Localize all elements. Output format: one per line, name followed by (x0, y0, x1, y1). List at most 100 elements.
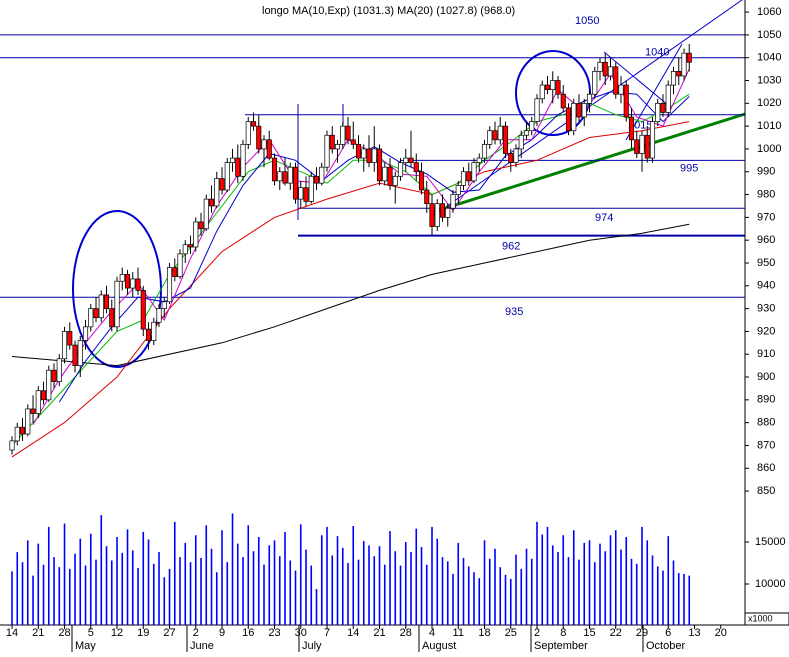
level-label: 1040 (645, 47, 669, 59)
y-tick-label: 1000 (757, 143, 781, 155)
month-label: July (302, 640, 322, 652)
candle-body (51, 369, 57, 382)
candle-body (576, 102, 582, 118)
candle-body (277, 171, 283, 182)
x-tick-label: 25 (505, 627, 517, 639)
candle-body (25, 408, 31, 435)
y-tick-label: 950 (757, 257, 775, 269)
candle-body (235, 157, 241, 177)
candle-body (198, 221, 204, 230)
candle-body (439, 203, 446, 218)
month-label: September (534, 640, 588, 652)
candle-body (224, 162, 230, 191)
candle-body (250, 121, 257, 127)
candle-body (476, 157, 482, 163)
candle-body (61, 331, 68, 360)
candle-body (492, 130, 498, 141)
candle-body (471, 162, 477, 182)
y-tick-label: 850 (757, 485, 775, 497)
y-tick-label: 900 (757, 371, 775, 383)
candle-body (455, 185, 461, 195)
level-label: 1015 (628, 120, 652, 132)
candle-body (413, 162, 419, 173)
candle-body (140, 290, 146, 330)
x-tick-label: 28 (58, 627, 70, 639)
candle-body (103, 294, 110, 309)
candle-body (229, 157, 236, 163)
candle-body (565, 107, 572, 132)
candle-body (245, 121, 251, 145)
trend-line (603, 51, 669, 106)
candle-body (298, 187, 304, 200)
y-tick-label: 860 (757, 462, 775, 474)
candle-body (182, 244, 188, 255)
x-tick-label: 20 (715, 627, 727, 639)
month-label: May (75, 640, 96, 652)
candle-body (88, 308, 94, 328)
candle-body (550, 80, 556, 90)
candle-body (592, 71, 598, 95)
moving-average (11, 223, 690, 367)
y-tick-label: 940 (757, 280, 775, 292)
candle-body (203, 198, 209, 230)
candle-body (151, 321, 157, 341)
x-tick-label: 15 (583, 627, 595, 639)
candle-body (665, 84, 671, 113)
candle-body (534, 98, 540, 122)
moving-average (11, 93, 690, 446)
x-tick-label: 2 (193, 627, 199, 639)
y-tick-label: 980 (757, 188, 775, 200)
candle-body (219, 178, 225, 191)
candle-body (350, 139, 356, 145)
volume-tick-label: 10000 (755, 578, 786, 590)
candle-body (529, 121, 535, 132)
candle-body (445, 207, 451, 218)
candle-body (366, 148, 372, 163)
candle-body (644, 134, 650, 159)
y-tick-label: 1040 (757, 52, 781, 64)
candle-body (555, 80, 561, 95)
indicator-legend: MA(10,Exp) (1031.3) MA(20) (1027.8) (968… (292, 5, 515, 17)
candle-body (9, 440, 15, 451)
x-tick-label: 23 (268, 627, 280, 639)
candle-body (177, 253, 183, 278)
candle-body (303, 187, 309, 202)
candle-body (135, 278, 141, 291)
x-tick-label: 21 (373, 627, 385, 639)
y-tick-label: 930 (757, 303, 775, 315)
x-tick-label: 14 (347, 627, 359, 639)
candle-body (481, 144, 488, 159)
candle-body (502, 125, 509, 154)
candle-body (98, 294, 104, 319)
candle-body (376, 148, 383, 182)
y-tick-label: 890 (757, 394, 775, 406)
candle-body (634, 139, 640, 154)
candle-body (487, 130, 493, 145)
x-tick-label: 16 (242, 627, 254, 639)
x-tick-label: 2 (534, 627, 540, 639)
candle-body (434, 203, 440, 227)
candle-body (382, 166, 388, 182)
candle-body (586, 93, 593, 104)
candle-body (271, 157, 278, 182)
candle-body (403, 157, 409, 163)
candle-body (424, 189, 430, 205)
candle-body (114, 280, 120, 328)
candle-body (639, 134, 645, 154)
support-line (432, 112, 746, 214)
month-label: October (646, 640, 685, 652)
candle-body (408, 157, 414, 163)
x-tick-label: 29 (636, 627, 648, 639)
candle-body (429, 203, 435, 227)
candle-body (597, 61, 603, 72)
y-tick-label: 910 (757, 348, 775, 360)
y-tick-label: 960 (757, 234, 775, 246)
candle-body (256, 125, 262, 150)
candle-body (14, 426, 20, 442)
candle-body (392, 175, 398, 186)
candle-body (313, 175, 320, 184)
y-tick-label: 1030 (757, 74, 781, 86)
candle-body (450, 194, 456, 209)
candle-body (261, 139, 267, 150)
